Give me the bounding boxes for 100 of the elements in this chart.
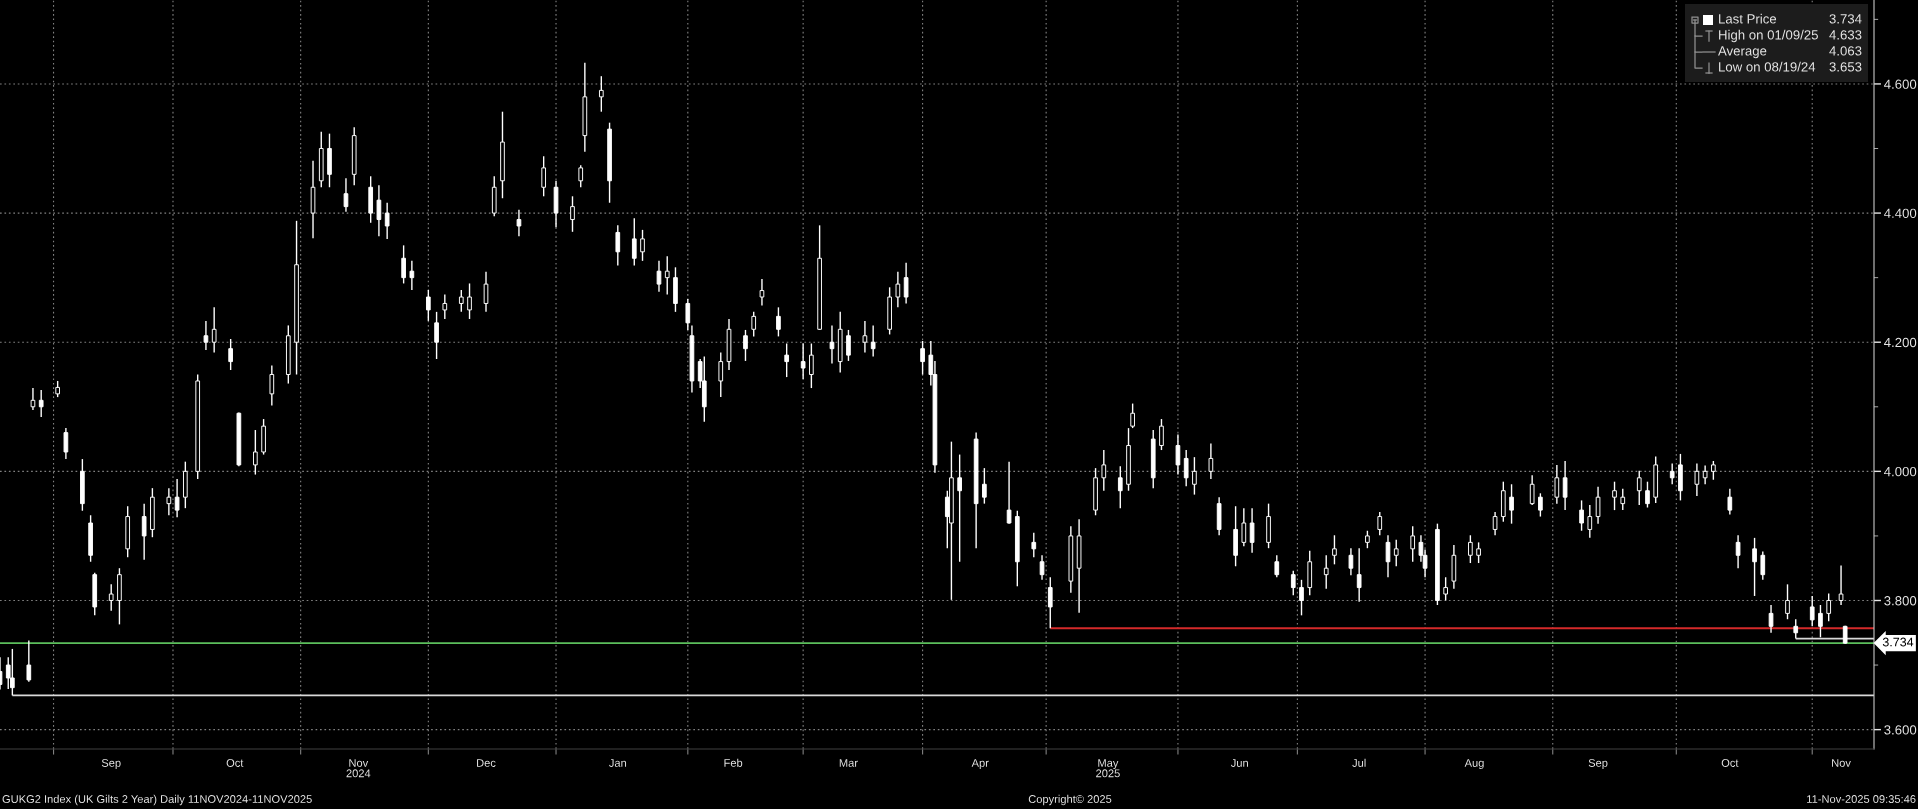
x-tick-label: Sep: [1588, 759, 1608, 770]
candlestick: [211, 306, 217, 354]
candlestick: [1620, 488, 1626, 511]
candlestick: [1274, 554, 1280, 578]
annotation: High on 01/09/25: [1719, 29, 1818, 43]
candlestick: [1377, 511, 1383, 536]
candlestick: [1838, 564, 1844, 606]
candlestick: [1101, 449, 1107, 492]
candlestick: [1818, 604, 1823, 638]
x-tick-label: Jun: [1230, 759, 1248, 767]
candlestick: [38, 389, 44, 418]
candlestick: [1175, 433, 1181, 476]
candlestick: [759, 278, 765, 307]
candlestick: [1031, 531, 1037, 558]
candlestick: [1595, 486, 1601, 525]
candlestick: [30, 387, 36, 411]
candlestick: [409, 260, 415, 291]
candlestick: [203, 320, 209, 351]
y-tick-label: 3.600: [1884, 725, 1917, 735]
candlestick: [776, 306, 781, 338]
candlestick: [1249, 507, 1255, 554]
candlestick: [1047, 576, 1053, 629]
candlestick: [174, 478, 180, 518]
candlestick: [1468, 534, 1473, 564]
candlestick: [1130, 402, 1135, 429]
candlestick: [108, 583, 114, 612]
candlestick: [685, 298, 691, 331]
candlestick: [1760, 550, 1766, 581]
candlestick: [578, 164, 584, 188]
candlestick: [1299, 579, 1304, 617]
candlestick: [384, 202, 390, 240]
candlestick: [1492, 511, 1498, 536]
x-tick-label: Jul: [1352, 758, 1366, 767]
candlestick: [751, 311, 757, 338]
x-tick-label: Oct: [1721, 759, 1739, 767]
candlestick: [1809, 595, 1815, 628]
candlestick: [1612, 480, 1617, 511]
candlestick: [1443, 576, 1448, 602]
candlestick: [1385, 534, 1391, 578]
candlestick: [598, 75, 604, 113]
x-tick-label: Nov 2024: [346, 759, 371, 778]
candlestick: [570, 195, 575, 233]
candlestick: [434, 311, 439, 360]
candlestick: [1208, 442, 1214, 480]
candlestick: [743, 329, 748, 362]
y-tick-label: 4.000: [1884, 466, 1917, 477]
annotation: 4.063: [1829, 46, 1862, 56]
candlestick: [1735, 534, 1741, 569]
candlestick: [631, 217, 637, 267]
candlestick: [1356, 547, 1362, 603]
candlestick: [343, 177, 349, 213]
candlestick: [269, 364, 275, 407]
y-tick-label: 4.600: [1884, 79, 1917, 89]
candlestick: [1006, 460, 1012, 525]
candlestick: [1410, 525, 1416, 563]
candlestick: [1183, 449, 1189, 487]
candlestick: [664, 255, 670, 296]
candlestick: [920, 340, 925, 376]
candlestick: [1645, 480, 1650, 509]
candlestick: [1768, 604, 1774, 634]
candlestick: [1793, 618, 1799, 640]
candlestick: [1538, 492, 1543, 518]
x-tick-label: Mar: [839, 759, 858, 767]
candlestick: [800, 342, 806, 380]
candlestick: [829, 324, 835, 365]
candlestick: [141, 502, 147, 561]
candlestick: [784, 342, 790, 378]
x-tick-label: May 2025: [1096, 759, 1120, 778]
candlestick: [1509, 483, 1514, 525]
candlestick: [1332, 534, 1337, 566]
candlestick: [1290, 570, 1296, 597]
candlestick: [467, 282, 472, 320]
candlestick: [1529, 474, 1535, 506]
candlestick: [1702, 464, 1708, 485]
candlestick: [458, 289, 464, 313]
candlestick: [1562, 460, 1568, 511]
candlestick: [1579, 499, 1584, 532]
candlestick: [846, 329, 851, 362]
x-tick-label: Dec: [477, 759, 496, 767]
candlestick: [1785, 583, 1790, 620]
candlestick: [253, 429, 258, 476]
candlestick: [615, 224, 621, 267]
text: 11-Nov-2025 09:35:46: [1807, 795, 1916, 803]
candlestick: [1554, 464, 1560, 505]
annotation: 4.633: [1829, 30, 1862, 40]
candlestick: [640, 229, 645, 262]
candlestick: [166, 487, 172, 516]
candlestick: [10, 648, 15, 697]
candlestick: [1241, 507, 1247, 547]
x-tick-label: Nov: [1832, 759, 1851, 767]
candlestick: [1636, 470, 1642, 506]
candlestick: [1752, 537, 1757, 597]
candlestick: [401, 244, 406, 285]
candlestick: [426, 289, 431, 322]
x-tick-label: Apr: [971, 759, 989, 770]
candlestick: [718, 351, 724, 398]
x-tick-label: Oct: [226, 759, 244, 767]
candlestick: [982, 467, 987, 505]
x-tick-label: Feb: [724, 758, 743, 767]
candlestick: [376, 184, 382, 238]
